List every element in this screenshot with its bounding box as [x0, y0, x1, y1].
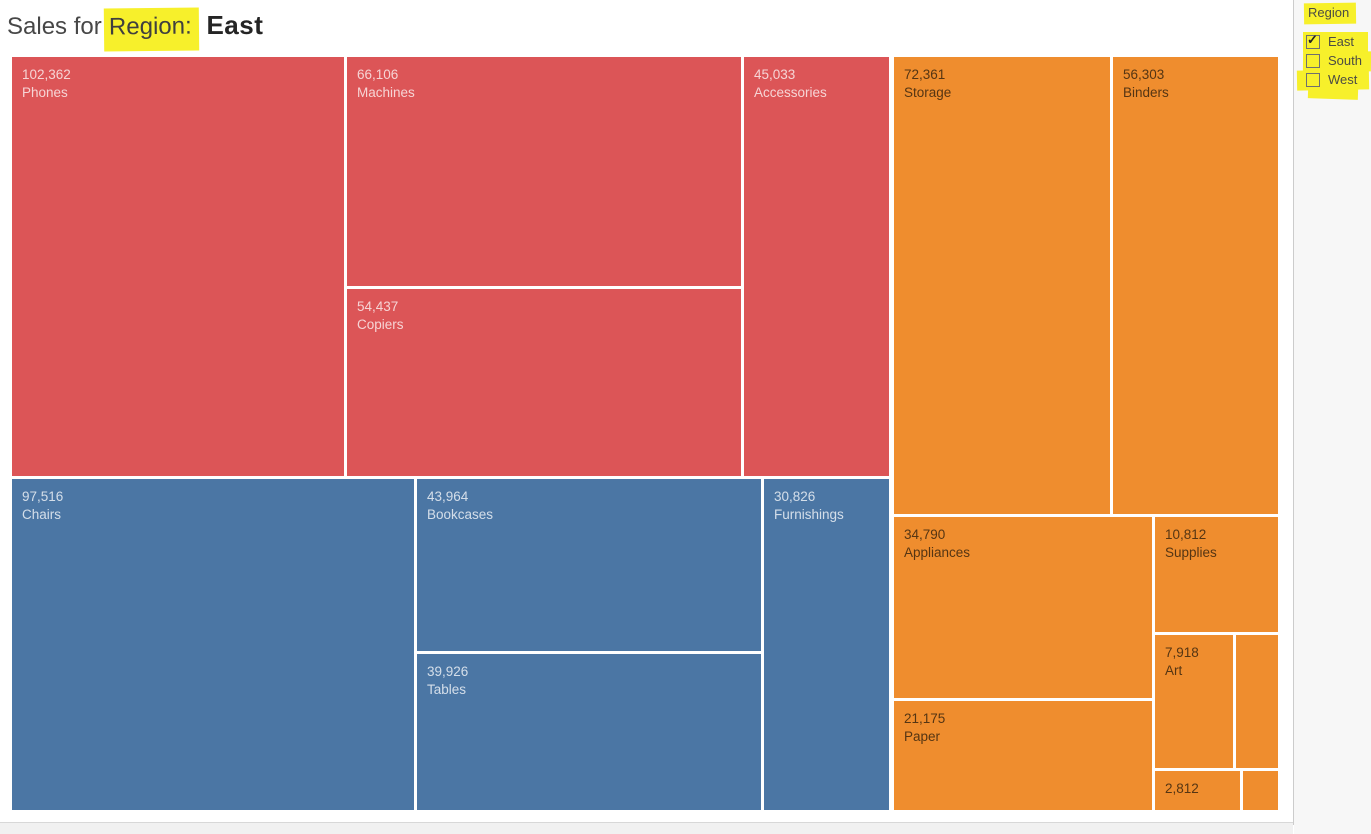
- tile-label: Bookcases: [427, 507, 494, 522]
- treemap-tile-appliances[interactable]: 34,790 Appliances: [894, 517, 1152, 698]
- treemap-tile-bookcases[interactable]: 43,964 Bookcases: [417, 479, 761, 651]
- treemap-tile-phones[interactable]: 102,362 Phones: [12, 57, 344, 476]
- tile-label: Machines: [357, 85, 415, 100]
- region-filter: Region ✓ East South West: [1296, 2, 1371, 100]
- tile-value: 66,106: [357, 67, 399, 82]
- treemap: 102,362 Phones 66,106 Machines 54,437 Copiers…: [12, 57, 1278, 810]
- tile-value: 43,964: [427, 489, 469, 504]
- tile-value: 102,362: [22, 67, 71, 82]
- title-field: Region:: [108, 12, 192, 41]
- treemap-tile-chairs[interactable]: 97,516 Chairs: [12, 479, 414, 810]
- bottom-strip: [0, 823, 1293, 834]
- option-label: South: [1328, 53, 1362, 68]
- option-label: East: [1328, 34, 1355, 49]
- treemap-tile[interactable]: [1243, 771, 1278, 810]
- tile-label: Binders: [1123, 85, 1169, 100]
- tile-label: Paper: [904, 729, 941, 744]
- tile-label: Appliances: [904, 545, 971, 560]
- tile-value: 30,826: [774, 489, 816, 504]
- tile-value: 7,918: [1165, 645, 1199, 660]
- treemap-tile-tables[interactable]: 39,926 Tables: [417, 654, 761, 810]
- filter-option-east[interactable]: ✓ East: [1303, 31, 1368, 52]
- treemap-tile-storage[interactable]: 72,361 Storage: [894, 57, 1110, 514]
- tile-value: 45,033: [754, 67, 796, 82]
- tile-value: 2,812: [1165, 781, 1199, 796]
- treemap-tile-accessories[interactable]: 45,033 Accessories: [744, 57, 889, 476]
- treemap-tile-paper[interactable]: 21,175 Paper: [894, 701, 1152, 810]
- treemap-tile[interactable]: [1236, 635, 1278, 768]
- highlight-blob: [1307, 87, 1359, 100]
- page-title: Sales for Region: East: [7, 7, 264, 52]
- panel-divider: [1293, 0, 1294, 825]
- tile-label: Copiers: [357, 317, 404, 332]
- tile-label: Accessories: [754, 85, 827, 100]
- tile-value: 39,926: [427, 664, 469, 679]
- filter-option-west[interactable]: West: [1296, 69, 1370, 91]
- tile-value: 21,175: [904, 711, 946, 726]
- tile-label: Tables: [427, 682, 467, 697]
- tile-value: 56,303: [1123, 67, 1165, 82]
- title-prefix: Sales for: [7, 13, 102, 40]
- filter-options: ✓ East South West: [1296, 31, 1371, 91]
- treemap-tile[interactable]: 2,812: [1155, 771, 1240, 810]
- filter-header: Region: [1303, 2, 1357, 25]
- title-region-highlight: Region:: [103, 7, 199, 52]
- bottom-divider: [0, 822, 1293, 823]
- checkbox-unchecked-icon[interactable]: [1306, 72, 1320, 87]
- tile-value: 10,812: [1165, 527, 1207, 542]
- treemap-tile-machines[interactable]: 66,106 Machines: [347, 57, 741, 286]
- treemap-tile-copiers[interactable]: 54,437 Copiers: [347, 289, 741, 476]
- option-label: West: [1328, 72, 1358, 87]
- checkmark-icon: ✓: [1307, 31, 1318, 47]
- tile-label: Phones: [22, 85, 68, 100]
- tile-value: 54,437: [357, 299, 399, 314]
- tile-label: Chairs: [22, 507, 62, 522]
- checkbox-checked-icon[interactable]: ✓: [1306, 31, 1320, 49]
- tile-label: Furnishings: [774, 507, 844, 522]
- tile-value: 72,361: [904, 67, 946, 82]
- treemap-tile-furnishings[interactable]: 30,826 Furnishings: [764, 479, 889, 810]
- tile-value: 97,516: [22, 489, 64, 504]
- tile-label: Supplies: [1165, 545, 1217, 560]
- title-value: East: [206, 10, 264, 40]
- tile-label: Storage: [904, 85, 952, 100]
- treemap-tile-binders[interactable]: 56,303 Binders: [1113, 57, 1278, 514]
- treemap-tile-supplies[interactable]: 10,812 Supplies: [1155, 517, 1278, 632]
- tile-label: Art: [1165, 663, 1183, 678]
- filter-option-south[interactable]: South: [1302, 50, 1371, 72]
- tile-value: 34,790: [904, 527, 946, 542]
- checkbox-unchecked-icon[interactable]: [1306, 53, 1320, 68]
- filter-panel: Region ✓ East South West: [1294, 0, 1371, 834]
- treemap-tile-art[interactable]: 7,918 Art: [1155, 635, 1233, 768]
